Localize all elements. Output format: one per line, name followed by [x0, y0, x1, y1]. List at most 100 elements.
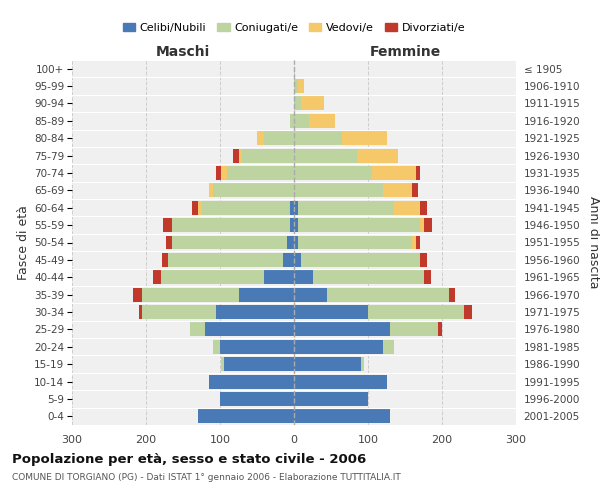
Bar	[294, 270, 424, 284]
Bar	[202, 201, 294, 214]
Bar	[294, 96, 301, 110]
Bar	[221, 357, 294, 371]
Bar	[294, 114, 309, 128]
Bar	[294, 236, 416, 250]
Bar	[294, 392, 368, 406]
Bar	[294, 79, 304, 93]
Bar	[212, 340, 294, 353]
Bar	[290, 114, 294, 128]
Bar	[190, 322, 294, 336]
Bar	[154, 270, 294, 284]
Bar	[265, 270, 294, 284]
Bar	[294, 322, 442, 336]
Legend: Celibi/Nubili, Coniugati/e, Vedovi/e, Divorziati/e: Celibi/Nubili, Coniugati/e, Vedovi/e, Di…	[118, 18, 470, 37]
Bar	[294, 236, 412, 250]
Bar	[212, 184, 294, 198]
Bar	[216, 305, 294, 319]
Bar	[294, 305, 472, 319]
Bar	[294, 236, 420, 250]
Bar	[168, 253, 294, 267]
Bar	[294, 218, 420, 232]
Bar	[161, 270, 294, 284]
Bar	[294, 218, 298, 232]
Bar	[257, 132, 294, 145]
Bar	[221, 166, 294, 180]
Bar	[294, 374, 386, 388]
Bar	[294, 340, 383, 353]
Bar	[294, 374, 386, 388]
Bar	[294, 253, 420, 267]
Bar	[294, 132, 386, 145]
Bar	[294, 79, 304, 93]
Bar	[287, 236, 294, 250]
Bar	[198, 410, 294, 424]
Bar	[294, 288, 449, 302]
Bar	[290, 218, 294, 232]
Bar	[209, 184, 294, 198]
Bar	[190, 322, 294, 336]
Bar	[294, 392, 368, 406]
Bar	[294, 236, 298, 250]
Bar	[294, 184, 418, 198]
Bar	[294, 148, 357, 162]
Bar	[192, 201, 294, 214]
Bar	[294, 96, 323, 110]
Bar	[294, 270, 424, 284]
Bar	[283, 253, 294, 267]
Text: COMUNE DI TORGIANO (PG) - Dati ISTAT 1° gennaio 2006 - Elaborazione TUTTITALIA.I: COMUNE DI TORGIANO (PG) - Dati ISTAT 1° …	[12, 472, 401, 482]
Bar	[294, 288, 328, 302]
Bar	[212, 340, 294, 353]
Bar	[294, 392, 368, 406]
Bar	[294, 114, 335, 128]
Bar	[221, 357, 294, 371]
Bar	[239, 148, 294, 162]
Bar	[294, 357, 364, 371]
Bar	[294, 340, 394, 353]
Bar	[215, 166, 294, 180]
Bar	[227, 166, 294, 180]
Bar	[168, 253, 294, 267]
Bar	[220, 392, 294, 406]
Bar	[163, 218, 294, 232]
Text: Popolazione per età, sesso e stato civile - 2006: Popolazione per età, sesso e stato civil…	[12, 452, 366, 466]
Bar	[294, 132, 386, 145]
Bar	[294, 201, 420, 214]
Bar	[162, 253, 294, 267]
Bar	[294, 132, 342, 145]
Bar	[294, 253, 427, 267]
Bar	[166, 236, 294, 250]
Bar	[294, 392, 368, 406]
Bar	[294, 148, 398, 162]
Bar	[242, 148, 294, 162]
Bar	[209, 374, 294, 388]
Bar	[294, 201, 394, 214]
Bar	[290, 114, 294, 128]
Bar	[257, 132, 294, 145]
Bar	[294, 305, 464, 319]
Bar	[220, 392, 294, 406]
Bar	[294, 322, 390, 336]
Bar	[294, 253, 301, 267]
Bar	[220, 392, 294, 406]
Bar	[198, 410, 294, 424]
Bar	[294, 79, 298, 93]
Bar	[142, 288, 294, 302]
Bar	[294, 357, 364, 371]
Bar	[294, 96, 323, 110]
Bar	[290, 201, 294, 214]
Bar	[209, 184, 294, 198]
Bar	[294, 166, 416, 180]
Bar	[294, 340, 394, 353]
Bar	[239, 288, 294, 302]
Bar	[294, 184, 412, 198]
Bar	[294, 322, 438, 336]
Bar	[133, 288, 294, 302]
Bar	[294, 270, 431, 284]
Bar	[233, 148, 294, 162]
Bar	[294, 288, 455, 302]
Text: Femmine: Femmine	[370, 44, 440, 59]
Bar	[294, 166, 420, 180]
Bar	[294, 114, 335, 128]
Bar	[294, 305, 464, 319]
Bar	[294, 148, 398, 162]
